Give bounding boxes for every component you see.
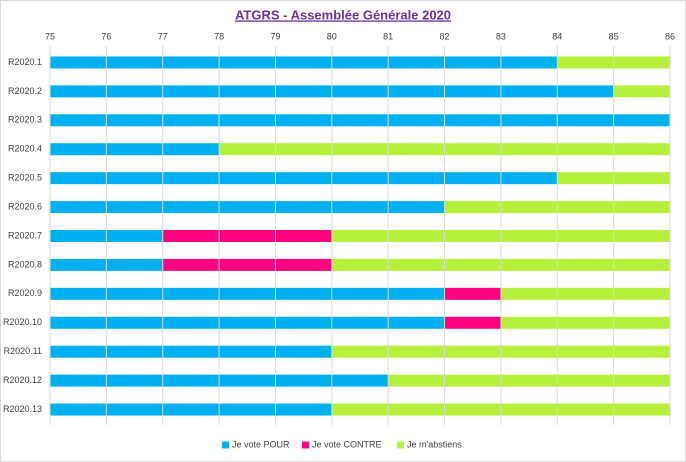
y-tick-label: R2020.5 <box>8 173 42 183</box>
x-tick-label: 76 <box>101 31 111 41</box>
y-tick-label: R2020.3 <box>8 115 42 125</box>
legend-swatch <box>397 441 404 449</box>
legend-label: Je m'abstiens <box>407 439 462 449</box>
bar-segment <box>50 403 332 416</box>
x-tick-label: 78 <box>214 31 224 41</box>
x-tick-label: 75 <box>45 31 55 41</box>
y-tick-label: R2020.6 <box>8 201 42 211</box>
x-tick-label: 77 <box>158 31 168 41</box>
x-tick-label: 82 <box>440 31 450 41</box>
bar-segment <box>388 374 670 387</box>
y-tick-label: R2020.7 <box>8 230 42 240</box>
bar-segment <box>444 316 501 329</box>
bar-segment <box>50 374 389 387</box>
bar-segment <box>50 172 558 185</box>
legend-label: Je vote CONTRE <box>312 439 382 449</box>
bar-segment <box>162 258 332 271</box>
chart-title: ATGRS - Assemblée Générale 2020 <box>235 7 451 22</box>
y-tick-label: R2020.10 <box>3 317 42 327</box>
x-tick-label: 83 <box>496 31 506 41</box>
y-tick-label: R2020.11 <box>4 346 42 356</box>
bar-segment <box>444 287 501 300</box>
x-tick-label: 85 <box>609 31 619 41</box>
bar-segment <box>50 201 445 214</box>
bar-segment <box>50 56 558 69</box>
legend-label: Je vote POUR <box>232 439 290 449</box>
x-tick-label: 80 <box>327 31 337 41</box>
bar-segment <box>613 85 670 98</box>
bar-segment <box>50 316 445 329</box>
y-tick-label: R2020.13 <box>3 404 42 414</box>
x-tick-label: 79 <box>270 31 280 41</box>
bar-segment <box>500 316 670 329</box>
y-tick-label: R2020.1 <box>8 57 42 67</box>
bar-segment <box>50 114 670 127</box>
y-tick-label: R2020.12 <box>3 375 42 385</box>
y-tick-label: R2020.8 <box>8 259 42 269</box>
bar-segment <box>50 287 445 300</box>
bar-segment <box>50 85 614 98</box>
bar-segment <box>500 287 670 300</box>
x-tick-label: 81 <box>383 31 393 41</box>
bar-segment <box>50 143 220 156</box>
bar-segment <box>50 345 332 358</box>
y-tick-label: R2020.2 <box>8 86 42 96</box>
y-tick-label: R2020.4 <box>8 144 42 154</box>
legend-swatch <box>222 441 229 449</box>
bar-segment <box>162 230 332 242</box>
legend-swatch <box>302 441 309 449</box>
y-tick-label: R2020.9 <box>8 288 42 298</box>
x-tick-label: 84 <box>552 31 562 41</box>
x-tick-label: 86 <box>665 31 675 41</box>
